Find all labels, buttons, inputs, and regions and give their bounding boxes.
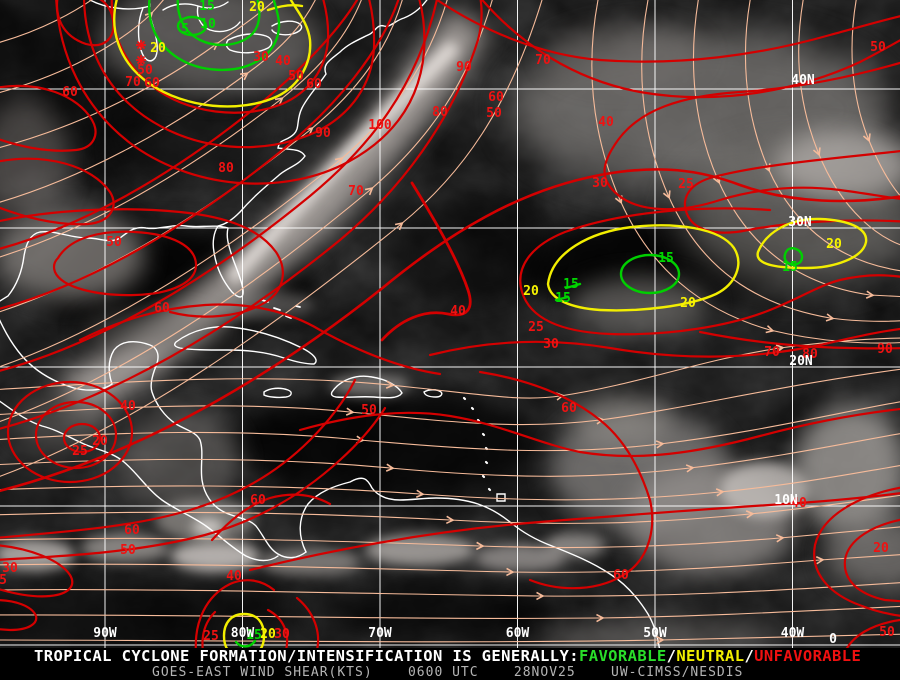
contour-label-green: 10 bbox=[200, 17, 216, 32]
contour-label-red: 50 bbox=[106, 235, 122, 250]
headline-text: TROPICAL CYCLONE FORMATION/INTENSIFICATI… bbox=[34, 647, 862, 665]
contour-label-red: 30 bbox=[543, 337, 559, 352]
contour-label-red: 60 bbox=[124, 523, 140, 538]
contour-label-yellow: 20 bbox=[826, 237, 842, 252]
contour-label-red: 25 bbox=[72, 444, 88, 459]
longitude-label: 50W bbox=[643, 626, 667, 641]
contour-label-red: 60 bbox=[306, 77, 322, 92]
contour-label-red: 50 bbox=[288, 69, 304, 84]
favorable-label: FAVORABLE bbox=[578, 647, 667, 665]
contour-label-red: 40 bbox=[120, 399, 136, 414]
contour-label-yellow: 20 bbox=[523, 284, 539, 299]
yucatan-central-america bbox=[108, 341, 307, 559]
contour-label-red: 25 bbox=[203, 629, 219, 644]
longitude-label: 40W bbox=[781, 626, 805, 641]
contour-label-red: 60 bbox=[144, 76, 160, 91]
contour-label-red: 30 bbox=[253, 50, 269, 65]
contour-label-red: 40 bbox=[598, 115, 614, 130]
contour-label-red: 40 bbox=[450, 304, 466, 319]
contour-label-red: 60 bbox=[613, 568, 629, 583]
streamlines bbox=[0, 0, 900, 645]
low-shear-contours bbox=[113, 0, 868, 648]
headline-prefix: TROPICAL CYCLONE FORMATION/INTENSIFICATI… bbox=[34, 647, 579, 665]
contour-label-yellow: 20 bbox=[260, 627, 276, 642]
contour-label-red: 40 bbox=[791, 496, 807, 511]
contour-label-red: 70 bbox=[764, 345, 780, 360]
contour-label-red: 20 bbox=[92, 434, 108, 449]
latitude-label: 30N bbox=[788, 215, 812, 230]
caption-bar: TROPICAL CYCLONE FORMATION/INTENSIFICATI… bbox=[0, 648, 900, 680]
latitude-label: 20N bbox=[789, 354, 813, 369]
grid-coordinate-labels: 90W 80W 70W 60W 50W 40W 40N 30N 20N 10N 0 bbox=[93, 73, 837, 647]
contour-label-red: 50 bbox=[137, 63, 153, 78]
storm-marker-icon bbox=[136, 55, 146, 65]
contour-label-red: 100 bbox=[368, 118, 392, 133]
credit-line: GOES-EAST WIND SHEAR(KTS) 0600 UTC 28NOV… bbox=[152, 665, 744, 680]
contour-label-red: 90 bbox=[877, 342, 893, 357]
contour-label-green: 15 bbox=[563, 277, 579, 292]
contour-label-red: 50 bbox=[870, 40, 886, 55]
contour-label-red: 30 bbox=[274, 627, 290, 642]
gulf-coast bbox=[0, 224, 229, 302]
circulation-markers bbox=[136, 40, 146, 65]
contour-label-red: 20 bbox=[873, 541, 889, 556]
contour-label-red: 60 bbox=[250, 493, 266, 508]
contour-label-red: 60 bbox=[154, 301, 170, 316]
contour-label-red: 50 bbox=[361, 403, 377, 418]
contour-label-red: 25 bbox=[528, 320, 544, 335]
contour-label-red: 80 bbox=[218, 161, 234, 176]
contour-label-red: 40 bbox=[226, 569, 242, 584]
contour-label-red: 60 bbox=[488, 90, 504, 105]
neutral-label: NEUTRAL bbox=[676, 647, 745, 665]
contour-label-red: 50 bbox=[120, 543, 136, 558]
contour-label-red: 70 bbox=[125, 75, 141, 90]
bahamas bbox=[261, 299, 301, 319]
contour-label-red: 70 bbox=[348, 184, 364, 199]
contour-label-green: 15 bbox=[658, 251, 674, 266]
latitude-label: 40N bbox=[791, 73, 815, 88]
longitude-label: 70W bbox=[368, 626, 392, 641]
contour-label-red: 50 bbox=[486, 106, 502, 121]
contour-label-red: 90 bbox=[456, 60, 472, 75]
contour-label-red: 80 bbox=[432, 105, 448, 120]
contour-label-yellow: 20 bbox=[150, 41, 166, 56]
contour-label-green: 5 bbox=[181, 22, 189, 37]
contour-label-green: 15 bbox=[555, 291, 571, 306]
latitude-label: 10N bbox=[774, 493, 798, 508]
shear-contours-red bbox=[0, 0, 900, 648]
central-america-pacific-coast bbox=[0, 400, 279, 562]
longitude-label: 60W bbox=[506, 626, 530, 641]
contour-label-red: 60 bbox=[62, 85, 78, 100]
florida bbox=[212, 225, 244, 298]
contour-label-green: 15 bbox=[782, 260, 798, 275]
contour-label-red: 25 bbox=[678, 177, 694, 192]
contour-label-yellow: 20 bbox=[249, 0, 265, 15]
contour-label-red: 80 bbox=[802, 347, 818, 362]
contour-label-red: 90 bbox=[315, 126, 331, 141]
contour-label-red: 50 bbox=[879, 625, 895, 640]
contour-label-red: 60 bbox=[561, 401, 577, 416]
contour-label-red: 5 bbox=[0, 573, 7, 588]
great-lakes bbox=[89, 0, 303, 62]
longitude-label: 80W bbox=[231, 626, 255, 641]
green-15kt-contours bbox=[147, 0, 804, 648]
longitude-label: 90W bbox=[93, 626, 117, 641]
contour-label-red: 70 bbox=[535, 53, 551, 68]
jamaica bbox=[263, 387, 292, 399]
contour-label-red: 30 bbox=[2, 561, 18, 576]
contour-label-red: 30 bbox=[592, 176, 608, 191]
contour-label-red: 40 bbox=[275, 54, 291, 69]
contour-label-green: 15 bbox=[246, 628, 262, 643]
latitude-label: 0 bbox=[829, 632, 837, 647]
contour-label-yellow: 20 bbox=[680, 296, 696, 311]
mexico-east-coast bbox=[0, 319, 113, 391]
yellow-20kt-contours bbox=[113, 0, 868, 648]
unfavorable-label: UNFAVORABLE bbox=[754, 647, 862, 665]
storm-marker-icon bbox=[136, 40, 146, 50]
contour-label-green: 15 bbox=[199, 0, 215, 14]
us-east-coast bbox=[217, 0, 428, 227]
